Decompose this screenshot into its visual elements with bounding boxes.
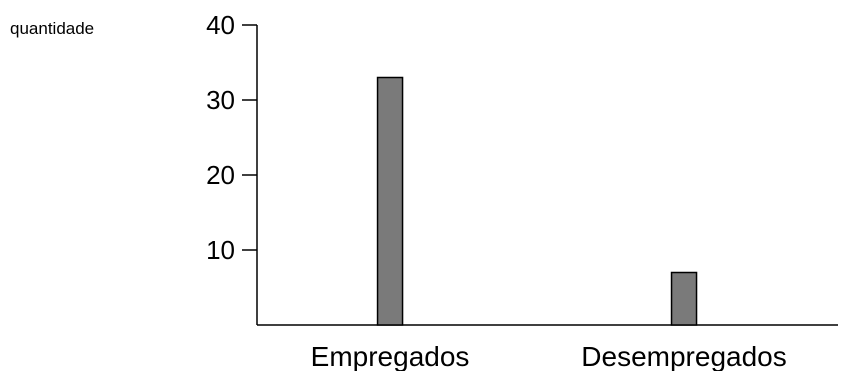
bars — [376, 76, 698, 326]
y-tick-label: 30 — [206, 85, 235, 115]
x-category-label: Desempregados — [581, 341, 786, 371]
y-tick-label: 10 — [206, 235, 235, 265]
category-labels: Empregados Desempregados — [311, 341, 787, 372]
x-category-label: Empregados — [311, 341, 470, 371]
bar-desempregados — [670, 271, 698, 326]
y-tick-label: 20 — [206, 160, 235, 190]
bar-empregados — [376, 76, 404, 326]
y-tick-label: 40 — [206, 10, 235, 40]
y-axis-ticks: 10 20 30 40 — [206, 10, 257, 265]
y-axis-title: quantidade — [10, 19, 94, 38]
